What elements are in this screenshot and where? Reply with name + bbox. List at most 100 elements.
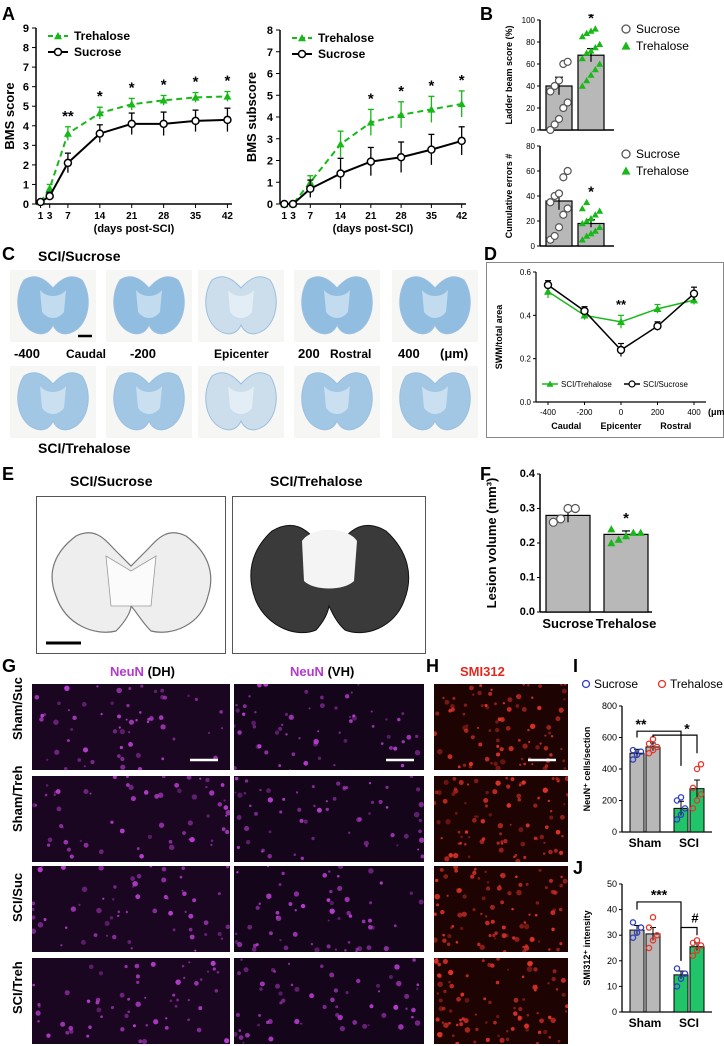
cell-dot xyxy=(234,1031,238,1037)
cell-dot xyxy=(174,782,180,788)
g-neun-image xyxy=(234,866,424,952)
cell-dot xyxy=(187,694,190,698)
h-smi312-image xyxy=(434,958,568,1044)
cell-dot xyxy=(466,783,470,786)
cell-dot xyxy=(474,815,477,819)
cell-dot xyxy=(279,939,282,942)
cell-dot xyxy=(435,1017,440,1022)
cell-dot xyxy=(244,825,250,832)
chart-d-swm: 0.0 0.2 0.4 0.6 -400 -200 0 200 400 (μm) Caudal Epi… xyxy=(486,262,724,438)
cell-dot xyxy=(292,931,298,937)
cell-dot xyxy=(390,832,395,838)
cell-dot xyxy=(64,990,70,996)
cell-dot xyxy=(130,796,137,802)
cell-dot xyxy=(343,738,348,743)
cell-dot xyxy=(457,888,462,893)
data-point xyxy=(63,158,73,168)
cell-dot xyxy=(525,882,529,886)
panel-letter-a: A xyxy=(2,4,15,24)
data-point xyxy=(697,790,705,798)
cell-dot xyxy=(434,731,438,737)
data-point xyxy=(677,811,685,818)
cell-dot xyxy=(401,712,405,716)
cell-dot xyxy=(258,902,261,906)
cell-dots xyxy=(434,684,567,770)
c-section-image xyxy=(10,270,96,342)
cell-dot xyxy=(357,817,363,822)
data-point xyxy=(591,227,599,234)
y-tick-label: 20 xyxy=(526,104,535,113)
cell-dot xyxy=(562,759,566,763)
cell-dot xyxy=(130,947,134,950)
cell-dot xyxy=(417,848,420,851)
e-image-trehalose xyxy=(232,496,426,654)
cell-dot xyxy=(184,910,187,914)
c-pos-m400: -400 xyxy=(14,346,41,361)
cell-dot xyxy=(503,838,508,844)
cell-dot xyxy=(134,963,140,969)
g-row-sci-treh: SCI/Treh xyxy=(10,961,25,1014)
x-tick-label: 42 xyxy=(456,211,468,222)
chart-b-cumulative-errors: 0 20 40 60 80 * Cumulative errors # Sucrose Treh… xyxy=(504,142,689,251)
cell-dot xyxy=(561,992,566,997)
cell-dot xyxy=(39,717,44,722)
cell-dot xyxy=(224,1038,230,1044)
cell-dot xyxy=(525,1027,529,1032)
cell-dot xyxy=(357,946,363,952)
cell-dot xyxy=(64,685,70,691)
cell-dot xyxy=(144,996,147,999)
cell-dot xyxy=(181,889,184,892)
cell-dot xyxy=(502,950,507,952)
cell-dot xyxy=(251,720,256,726)
cell-dot xyxy=(293,853,297,857)
cell-dot xyxy=(435,711,440,716)
cell-dot xyxy=(217,892,221,896)
data-point xyxy=(550,120,559,129)
cell-dot xyxy=(350,691,353,694)
cell-dot xyxy=(226,866,230,869)
cell-dot xyxy=(333,988,339,993)
cell-dot xyxy=(551,889,557,895)
cell-dot xyxy=(455,940,459,944)
c-title-sucrose: SCI/Sucrose xyxy=(38,248,121,264)
cell-dot xyxy=(563,767,567,770)
cell-dot xyxy=(464,801,467,805)
cell-dot xyxy=(467,855,471,859)
cell-dot xyxy=(409,891,413,895)
cell-dots xyxy=(234,866,424,952)
data-point xyxy=(587,47,595,54)
cell-dot xyxy=(522,743,528,749)
y-tick-label: 6 xyxy=(267,69,273,81)
panel-letter-c: C xyxy=(2,244,15,264)
cell-dot xyxy=(330,997,335,1003)
cell-dot xyxy=(464,830,469,834)
cell-dot xyxy=(161,866,167,872)
panel-letter-g: G xyxy=(2,656,17,676)
cell-dot xyxy=(535,745,540,750)
cell-dot xyxy=(329,908,335,914)
cell-dot xyxy=(484,870,487,874)
group-label: SCI xyxy=(679,836,699,850)
data-point xyxy=(559,210,568,219)
cell-dot xyxy=(322,1004,327,1010)
cell-dot xyxy=(560,875,563,879)
y-tick-label: 0.4 xyxy=(520,468,536,480)
cell-dot xyxy=(378,990,381,993)
cell-dot xyxy=(279,1001,283,1005)
cell-dot xyxy=(556,778,561,783)
c-section-image xyxy=(106,366,192,438)
cell-dot xyxy=(255,905,260,911)
cell-dot xyxy=(117,714,122,719)
cell-dot xyxy=(344,948,347,952)
cell-dot xyxy=(313,738,319,745)
data-point xyxy=(596,207,604,214)
data-point xyxy=(550,81,559,91)
data-point xyxy=(591,211,599,218)
cell-dot xyxy=(462,763,467,767)
cell-dot xyxy=(521,975,525,979)
cell-dot xyxy=(291,752,296,757)
cell-dot xyxy=(64,926,68,929)
cell-dot xyxy=(37,922,44,928)
cell-dot xyxy=(132,880,138,887)
significance-marker: * xyxy=(428,77,434,94)
